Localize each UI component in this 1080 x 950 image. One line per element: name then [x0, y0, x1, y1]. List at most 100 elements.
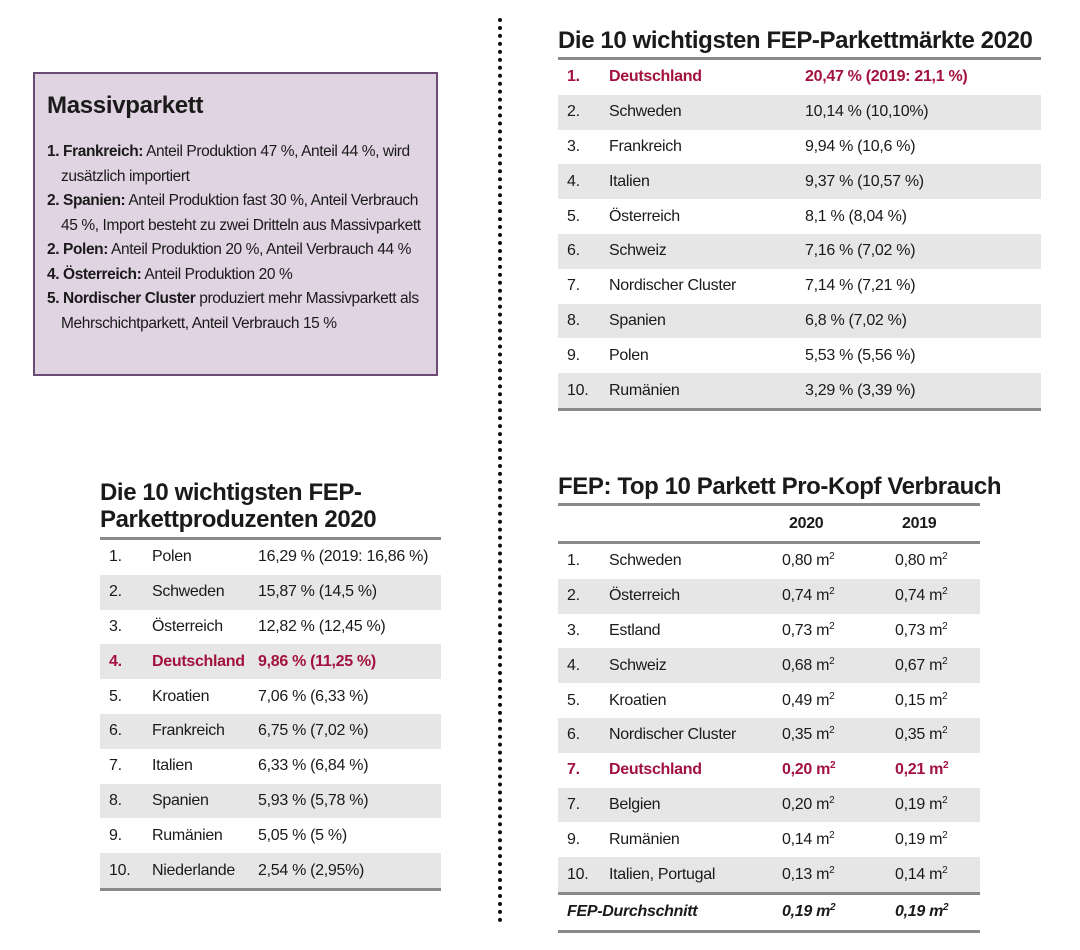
- share: 3,29 % (3,39 %): [805, 373, 1041, 410]
- country: Frankreich: [609, 137, 682, 155]
- country: Italien: [152, 757, 193, 775]
- country: Nordischer Cluster: [609, 717, 780, 753]
- value: 0,74: [782, 587, 812, 605]
- table-row: 6. Schweiz 7,16 % (7,02 %): [558, 233, 1041, 269]
- unit-exponent: 2: [829, 620, 835, 632]
- rank: 4.: [558, 648, 609, 684]
- unit-exponent: 2: [829, 864, 835, 876]
- country: Estland: [609, 621, 661, 639]
- item-text: Anteil Produktion 20 %: [141, 265, 293, 283]
- country: Spanien: [609, 303, 805, 339]
- rank: 7.: [109, 757, 122, 775]
- share: 8,1 % (8,04 %): [805, 207, 907, 225]
- list-item: 4. Österreich: Anteil Produktion 20 %: [47, 263, 424, 288]
- perhead-header-row: 2020 2019: [558, 505, 980, 543]
- value-2020: 0,20 m2: [780, 753, 893, 788]
- dotted-divider: [498, 18, 502, 923]
- item-label: 2. Spanien:: [47, 192, 126, 209]
- rank: 3.: [109, 617, 122, 635]
- rank: 9.: [567, 830, 580, 848]
- rank: 2.: [100, 574, 152, 610]
- unit: m: [929, 865, 943, 883]
- unit: m: [929, 830, 943, 848]
- producers-title: Die 10 wichtigsten FEP- Parkettproduzent…: [100, 479, 377, 533]
- unit: m: [929, 621, 943, 639]
- list-item: 1. Frankreich: Anteil Produktion 47 %, A…: [47, 140, 424, 189]
- rank: 1.: [109, 548, 122, 566]
- value-2019: 0,35 m2: [893, 717, 980, 753]
- table-row: 6. Nordischer Cluster 0,35 m2 0,35 m2: [558, 717, 980, 753]
- unit-exponent: 2: [942, 864, 948, 876]
- country: Rumänien: [609, 830, 680, 848]
- unit: m: [816, 621, 830, 639]
- value-2019: 0,15 m2: [893, 683, 980, 718]
- share: 2,54 % (2,95%): [258, 853, 441, 890]
- share: 20,47 % (2019: 21,1 %): [805, 68, 968, 86]
- value-2019: 0,19 m2: [893, 822, 980, 857]
- unit-exponent: 2: [943, 760, 949, 772]
- producers-table: 1. Polen 16,29 % (2019: 16,86 %) 2. Schweden…: [100, 537, 441, 891]
- unit: m: [929, 587, 943, 605]
- massivparkett-title: Massivparkett: [47, 92, 204, 119]
- share: 9,86 % (11,25 %): [258, 644, 441, 680]
- rank: 9.: [567, 346, 580, 364]
- item-text: Anteil Produktion 20 %, Anteil Verbrauch…: [108, 241, 411, 258]
- country: Deutschland: [609, 68, 702, 86]
- share: 6,8 % (7,02 %): [805, 303, 1041, 339]
- value: 0,74: [895, 587, 925, 605]
- country: Schweiz: [609, 233, 805, 269]
- country: Schweden: [609, 552, 682, 570]
- unit: m: [816, 761, 831, 779]
- country: Österreich: [609, 207, 680, 225]
- unit-exponent: 2: [829, 551, 835, 563]
- rank: 2.: [558, 94, 609, 130]
- rank: 6.: [558, 233, 609, 269]
- value: 0,14: [782, 830, 812, 848]
- share: 5,93 % (5,78 %): [258, 783, 441, 819]
- value: 0,35: [895, 726, 925, 744]
- value-2020: 0,49 m2: [780, 683, 893, 718]
- table-row: 4. Deutschland 9,86 % (11,25 %): [100, 644, 441, 680]
- table-row: 7. Italien 6,33 % (6,84 %): [100, 749, 441, 784]
- unit: m: [816, 726, 830, 744]
- unit-exponent: 2: [942, 655, 948, 667]
- table-row: 7. Deutschland 0,20 m2 0,21 m2: [558, 753, 980, 788]
- value: 0,67: [895, 656, 925, 674]
- unit: m: [816, 691, 830, 709]
- unit-exponent: 2: [829, 655, 835, 667]
- table-row: 6. Frankreich 6,75 % (7,02 %): [100, 713, 441, 749]
- unit-exponent: 2: [942, 690, 948, 702]
- massivparkett-list: 1. Frankreich: Anteil Produktion 47 %, A…: [47, 140, 424, 336]
- unit-exponent: 2: [942, 725, 948, 737]
- value-2019: 0,14 m2: [893, 857, 980, 894]
- value-2020: 0,73 m2: [780, 614, 893, 649]
- country: Polen: [609, 346, 649, 364]
- table-row: 3. Estland 0,73 m2 0,73 m2: [558, 614, 980, 649]
- col-2020-header: 2020: [789, 514, 824, 532]
- country: Deutschland: [152, 644, 258, 680]
- country: Kroatien: [152, 687, 210, 705]
- value: 0,15: [895, 691, 925, 709]
- perhead-title: FEP: Top 10 Parkett Pro-Kopf Verbrauch: [558, 473, 1002, 500]
- table-row: 4. Italien 9,37 % (10,57 %): [558, 164, 1041, 200]
- value: 0,73: [782, 621, 812, 639]
- table-row: 8. Spanien 5,93 % (5,78 %): [100, 783, 441, 819]
- producers-title-line2: Parkettproduzenten 2020: [100, 506, 377, 533]
- share: 10,14 % (10,10%): [805, 94, 1041, 130]
- country: Österreich: [609, 578, 780, 614]
- value-2020: 0,13 m2: [780, 857, 893, 894]
- item-label: 2. Polen:: [47, 241, 108, 258]
- unit-exponent: 2: [830, 760, 836, 772]
- value-2019: 0,67 m2: [893, 648, 980, 684]
- table-row: 2. Schweden 15,87 % (14,5 %): [100, 574, 441, 610]
- unit: m: [816, 587, 830, 605]
- unit-exponent: 2: [829, 586, 835, 598]
- table-row: 10. Rumänien 3,29 % (3,39 %): [558, 373, 1041, 410]
- perhead-table: 2020 2019 1. Schweden 0,80 m2 0,80 m2 2. Öste…: [558, 503, 980, 933]
- table-row: 4. Schweiz 0,68 m2 0,67 m2: [558, 648, 980, 684]
- rank: 1.: [567, 552, 580, 570]
- country: Kroatien: [609, 691, 667, 709]
- unit: m: [816, 656, 830, 674]
- rank: 6.: [100, 713, 152, 749]
- value: 0,14: [895, 865, 925, 883]
